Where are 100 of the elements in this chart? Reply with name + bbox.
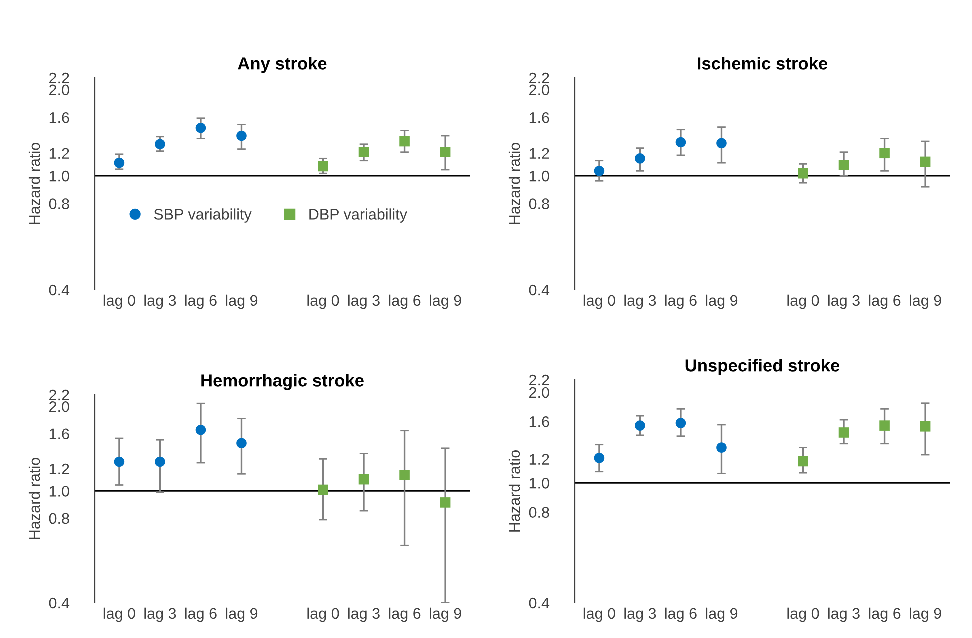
x-tick-label: lag 3	[828, 294, 860, 310]
point	[798, 456, 808, 467]
y-axis-title: Hazard ratio	[28, 143, 40, 224]
y-tick-label: 1.2	[50, 148, 70, 159]
point	[838, 160, 850, 170]
x-tick-label: lag 3	[144, 608, 176, 622]
x-tick-label: lag 9	[430, 294, 462, 310]
point	[358, 147, 370, 158]
point	[196, 122, 206, 134]
x-tick-label: lag 9	[706, 294, 738, 310]
chart-title: Any stroke	[238, 57, 327, 74]
x-tick-label: lag 9	[706, 608, 738, 622]
point	[716, 442, 727, 453]
point	[236, 438, 247, 449]
point	[440, 498, 451, 508]
point	[880, 420, 890, 431]
x-tick-label: lag 3	[348, 608, 380, 622]
y-tick-label: 1.2	[530, 148, 550, 159]
x-tick-label: lag 3	[624, 608, 656, 622]
y-tick-label: 2.0	[50, 401, 70, 412]
y-tick-label: 2.2	[50, 390, 70, 401]
x-tick-label: lag 3	[624, 294, 656, 310]
point	[400, 136, 410, 147]
y-tick-label: 1.2	[50, 464, 70, 474]
point	[676, 137, 686, 148]
x-tick-label: lag 6	[389, 608, 421, 622]
x-tick-label: lag 0	[104, 294, 136, 310]
y-tick-label: 2.2	[530, 72, 550, 84]
y-axis-title: Hazard ratio	[508, 143, 520, 224]
point	[358, 474, 370, 485]
point	[838, 428, 850, 438]
y-tick-label: 0.8	[49, 513, 70, 524]
point	[155, 139, 166, 150]
y-tick-label: 0.8	[49, 198, 70, 210]
y-tick-label: 0.4	[529, 598, 550, 609]
point	[635, 420, 646, 431]
x-tick-label: lag 9	[430, 608, 462, 622]
y-tick-label: 1.6	[530, 416, 550, 428]
point	[114, 456, 125, 468]
point	[676, 418, 686, 428]
x-tick-label: lag 6	[185, 608, 217, 622]
point	[196, 424, 206, 436]
x-tick-label: lag 0	[584, 608, 616, 622]
x-tick-label: lag 6	[389, 294, 421, 310]
y-tick-label: 0.8	[529, 198, 550, 210]
legend-label: DBP variability	[310, 208, 408, 223]
legend-label: SBP variability	[154, 208, 252, 223]
point	[635, 154, 646, 164]
point	[594, 453, 605, 464]
y-tick-label: 1.6	[530, 112, 550, 124]
y-tick-label: 1.6	[50, 428, 70, 440]
y-tick-label: 2.2	[530, 374, 550, 386]
x-tick-label: lag 6	[185, 294, 217, 310]
point	[920, 156, 931, 168]
y-tick-label: 0.4	[529, 284, 550, 296]
y-tick-label: 0.4	[49, 284, 70, 296]
x-tick-label: lag 6	[869, 294, 901, 310]
y-tick-label: 1.0	[50, 486, 70, 497]
point	[716, 138, 727, 149]
point	[440, 147, 451, 158]
x-tick-label: lag 9	[226, 608, 258, 622]
point	[155, 456, 166, 468]
x-tick-label: lag 6	[869, 608, 901, 622]
x-tick-label: lag 3	[348, 294, 380, 310]
x-tick-label: lag 0	[584, 294, 616, 310]
x-tick-label: lag 0	[788, 294, 820, 310]
point	[880, 148, 890, 159]
x-tick-label: lag 0	[104, 608, 136, 622]
point	[114, 158, 125, 168]
x-tick-label: lag 3	[144, 294, 176, 310]
point	[236, 130, 247, 142]
y-tick-label: 1.0	[530, 170, 550, 182]
x-tick-label: lag 3	[828, 608, 860, 622]
y-axis-title: Hazard ratio	[508, 450, 520, 532]
x-tick-label: lag 0	[308, 608, 340, 622]
chart-title: Hemorrhagic stroke	[202, 374, 364, 390]
point	[594, 166, 605, 176]
x-tick-label: lag 0	[788, 608, 820, 622]
x-tick-label: lag 9	[910, 294, 942, 310]
y-tick-label: 1.6	[50, 112, 70, 124]
y-tick-label: 2.0	[50, 84, 70, 96]
x-tick-label: lag 6	[665, 608, 697, 622]
point	[318, 484, 328, 496]
y-axis-title: Hazard ratio	[28, 458, 40, 540]
point	[318, 161, 328, 172]
x-tick-label: lag 9	[910, 608, 942, 622]
point	[920, 422, 931, 432]
y-tick-label: 0.4	[49, 598, 70, 609]
x-tick-label: lag 9	[226, 294, 258, 310]
y-tick-label: 2.0	[530, 84, 550, 96]
y-tick-label: 0.8	[529, 507, 550, 518]
y-tick-label: 2.2	[50, 72, 70, 84]
y-tick-label: 1.0	[530, 478, 550, 489]
y-tick-label: 2.0	[530, 387, 550, 398]
point	[798, 168, 808, 179]
x-tick-label: lag 6	[665, 294, 697, 310]
x-tick-label: lag 0	[308, 294, 340, 310]
chart-title: Unspecified stroke	[686, 359, 840, 376]
y-tick-label: 1.0	[50, 170, 70, 182]
y-tick-label: 1.2	[530, 454, 550, 465]
